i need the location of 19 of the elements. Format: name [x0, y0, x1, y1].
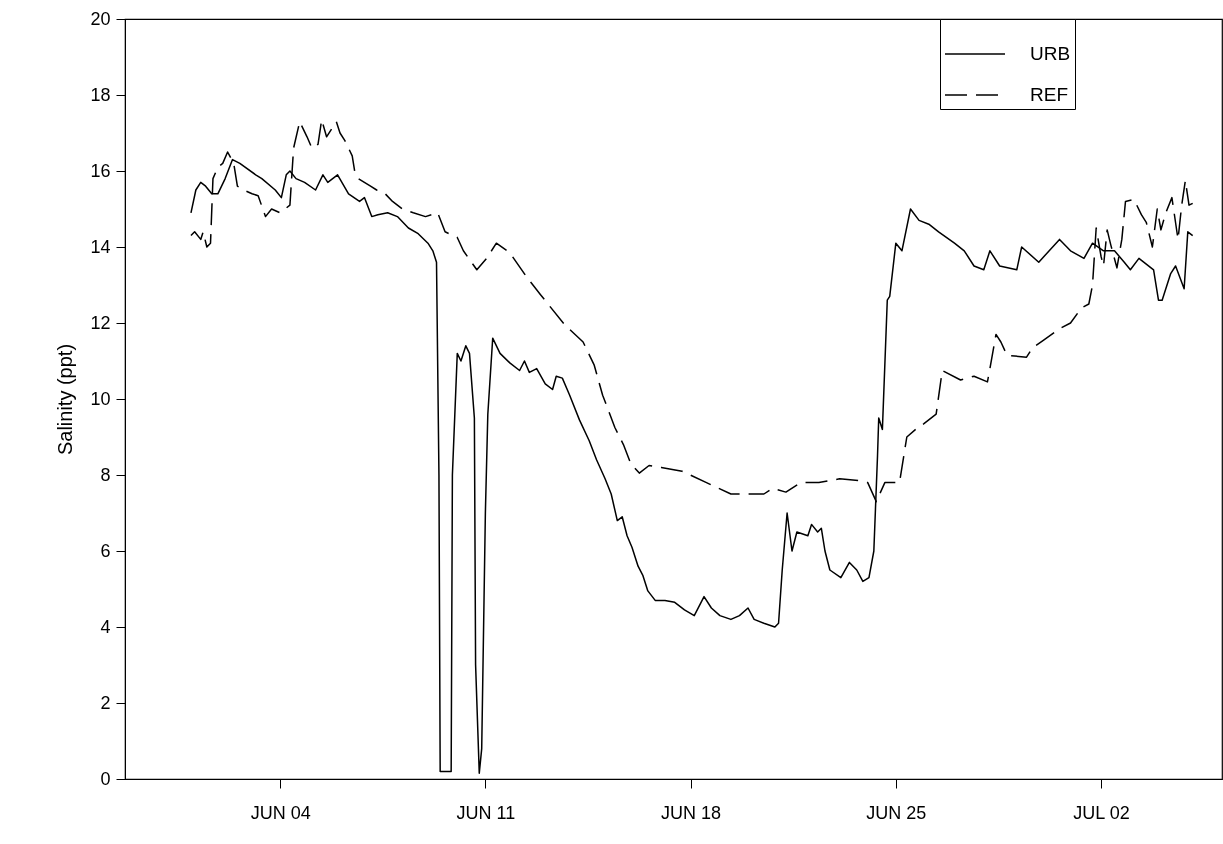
y-tick-label: 4 [100, 616, 111, 637]
x-tick-label: JUL 02 [1073, 802, 1130, 823]
y-axis-title: Salinity (ppt) [54, 343, 77, 456]
legend-label: REF [1030, 84, 1068, 105]
y-tick-label: 2 [100, 692, 111, 713]
x-tick-label: JUN 25 [866, 802, 927, 823]
y-tick-label: 20 [90, 8, 111, 29]
legend-label: URB [1030, 43, 1071, 64]
x-tick-label: JUN 04 [250, 802, 311, 823]
x-tick-label: JUN 18 [661, 802, 722, 823]
y-tick-label: 10 [90, 388, 111, 409]
x-tick-label: JUN 11 [456, 802, 516, 823]
y-tick-label: 12 [90, 312, 111, 333]
y-tick-label: 6 [100, 540, 111, 561]
y-tick-label: 18 [90, 84, 111, 105]
y-tick-label: 16 [90, 160, 111, 181]
y-tick-label: 14 [90, 236, 111, 257]
y-tick-label: 0 [100, 768, 111, 789]
y-tick-label: 8 [100, 464, 111, 485]
